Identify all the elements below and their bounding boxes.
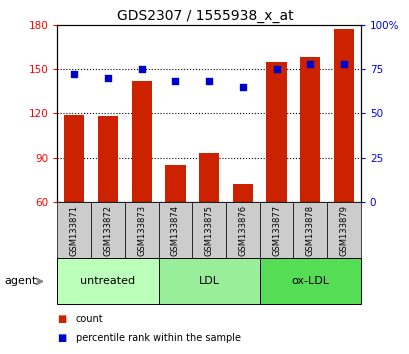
Point — [272, 66, 279, 72]
Bar — [232, 184, 252, 202]
Text: GSM133871: GSM133871 — [70, 205, 79, 256]
Bar — [198, 153, 219, 202]
Text: GSM133875: GSM133875 — [204, 205, 213, 256]
Text: LDL: LDL — [198, 276, 219, 286]
Text: GSM133873: GSM133873 — [137, 205, 146, 256]
Text: GSM133877: GSM133877 — [271, 205, 280, 256]
Point — [306, 61, 313, 67]
Text: agent: agent — [4, 276, 36, 286]
Point — [239, 84, 245, 90]
Point — [340, 61, 346, 67]
Text: GSM133878: GSM133878 — [305, 205, 314, 256]
Bar — [333, 29, 353, 202]
Text: GSM133872: GSM133872 — [103, 205, 112, 256]
Point — [104, 75, 111, 81]
Text: untreated: untreated — [80, 276, 135, 286]
Text: percentile rank within the sample: percentile rank within the sample — [76, 333, 240, 343]
Text: ox-LDL: ox-LDL — [290, 276, 328, 286]
Bar — [64, 115, 84, 202]
Bar — [165, 165, 185, 202]
Text: ■: ■ — [57, 333, 67, 343]
Point — [71, 72, 77, 77]
Text: count: count — [76, 314, 103, 324]
Bar — [266, 62, 286, 202]
Point — [138, 66, 145, 72]
Text: GDS2307 / 1555938_x_at: GDS2307 / 1555938_x_at — [117, 9, 292, 23]
Text: GSM133879: GSM133879 — [339, 205, 348, 256]
Text: GSM133876: GSM133876 — [238, 205, 247, 256]
Bar — [98, 116, 118, 202]
Text: GSM133874: GSM133874 — [171, 205, 180, 256]
Bar — [131, 81, 151, 202]
Bar — [299, 57, 319, 202]
Point — [205, 79, 212, 84]
Text: ■: ■ — [57, 314, 67, 324]
Point — [172, 79, 178, 84]
